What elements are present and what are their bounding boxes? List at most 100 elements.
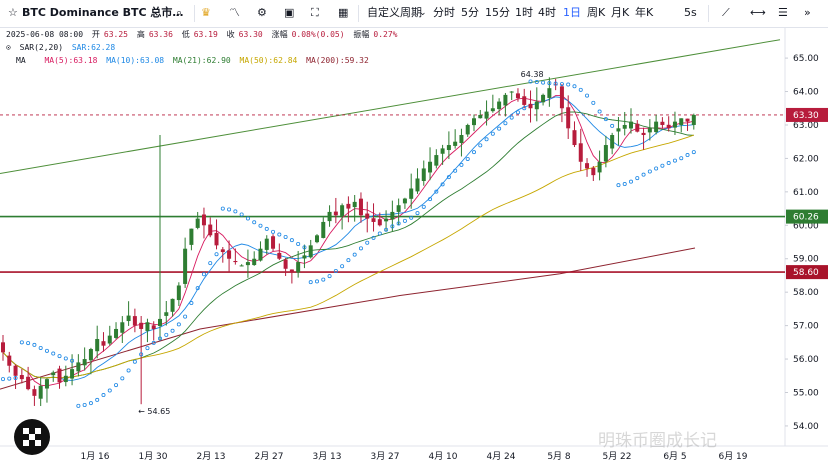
candle-body bbox=[629, 121, 633, 129]
sar-dot bbox=[340, 264, 345, 269]
chevron-down-icon[interactable]: ⌄ bbox=[419, 8, 427, 18]
interval-1[interactable]: 5分 bbox=[461, 6, 479, 19]
interval-8[interactable]: 年K bbox=[635, 6, 654, 19]
candle-body bbox=[44, 379, 49, 389]
toolbar: ☆ BTC Dominance BTC 总市… ⌕ ♛ 〽 ⚙ ▣ ⛶ ▦ 自定… bbox=[0, 0, 828, 28]
sar-dot bbox=[44, 348, 49, 353]
candle-body bbox=[245, 262, 250, 266]
more-icon[interactable]: » bbox=[804, 6, 811, 19]
ma-name: MA bbox=[16, 56, 26, 65]
timeframe-menu[interactable]: 自定义周期 bbox=[367, 6, 422, 19]
interval-2[interactable]: 15分 bbox=[485, 6, 510, 19]
x-tick-label: 5月 8 bbox=[547, 451, 571, 462]
sar-dot bbox=[264, 226, 269, 231]
candle-body bbox=[428, 161, 433, 173]
trendline-upper bbox=[0, 39, 781, 174]
sar-dot bbox=[497, 126, 502, 131]
sar-dot bbox=[666, 161, 671, 166]
sar-dot bbox=[503, 121, 508, 126]
candle-body bbox=[503, 94, 508, 106]
sar-dot bbox=[578, 87, 583, 92]
interval-3[interactable]: 1时 bbox=[515, 6, 533, 19]
sar-dot bbox=[271, 229, 276, 234]
price-chart[interactable]: 54.00 55.00 56.00 57.00 58.00 59.00 60.00 61.00… bbox=[0, 28, 828, 464]
sar-dot bbox=[585, 93, 590, 98]
interval-0[interactable]: 分时 bbox=[433, 6, 455, 19]
candle-body bbox=[541, 94, 546, 103]
sar-collapse-icon[interactable]: ⊙ bbox=[6, 43, 11, 52]
candle-body bbox=[239, 265, 244, 267]
drawing-tools-icon[interactable]: ☰ bbox=[778, 6, 788, 19]
sar-dot bbox=[170, 328, 175, 333]
candle-body bbox=[484, 111, 489, 119]
symbol-name[interactable]: BTC Dominance BTC 总市… bbox=[22, 6, 184, 19]
candle-body bbox=[591, 167, 596, 176]
x-tick-label: 3月 27 bbox=[370, 451, 399, 462]
indicators-icon[interactable]: 〽 bbox=[229, 6, 240, 19]
candle-body bbox=[252, 258, 257, 266]
sar-dot bbox=[453, 168, 458, 173]
sar-dot bbox=[32, 342, 37, 347]
x-tick-label: 2月 13 bbox=[196, 451, 225, 462]
sar-dot bbox=[13, 376, 18, 381]
candle-body bbox=[120, 322, 125, 333]
interval-4[interactable]: 4时 bbox=[538, 6, 556, 19]
low-label: 低 bbox=[181, 30, 190, 39]
y-tick-label: 54.00 bbox=[793, 422, 819, 432]
candle-body bbox=[114, 328, 119, 338]
x-tick-label: 6月 19 bbox=[718, 451, 747, 462]
fullscreen-icon[interactable]: ⛶ bbox=[311, 6, 319, 19]
sar-dot bbox=[547, 81, 552, 86]
ma5-line bbox=[2, 95, 694, 387]
candle-body bbox=[572, 130, 577, 146]
sar-dot bbox=[654, 166, 659, 171]
interval-6[interactable]: 周K bbox=[587, 6, 606, 19]
sar-dot bbox=[38, 345, 43, 350]
favorite-star-icon[interactable]: ☆ bbox=[8, 6, 18, 19]
layout-icon[interactable]: ▦ bbox=[338, 6, 349, 19]
price-label-box bbox=[786, 107, 828, 122]
search-icon[interactable]: ⌕ bbox=[176, 6, 183, 19]
sar-dot bbox=[402, 218, 407, 223]
sar-dot bbox=[534, 80, 539, 85]
interval-7[interactable]: 月K bbox=[611, 6, 630, 19]
sar-dot bbox=[440, 182, 445, 187]
sar-dot bbox=[691, 150, 696, 155]
sar-dot bbox=[57, 354, 62, 359]
candle-body bbox=[528, 103, 533, 109]
settings-gear-icon[interactable]: ⚙ bbox=[257, 6, 267, 19]
candle-body bbox=[666, 124, 671, 129]
sar-dot bbox=[302, 245, 307, 250]
ma-200: MA(200):59.32 bbox=[306, 56, 369, 65]
high-label: 高 bbox=[136, 30, 145, 39]
candle-body bbox=[38, 385, 43, 399]
sar-dot bbox=[346, 258, 351, 263]
trendline-tool-icon[interactable]: ⟋ bbox=[722, 6, 730, 19]
crown-icon[interactable]: ♛ bbox=[201, 6, 211, 19]
price-label-box bbox=[786, 209, 828, 224]
candle-body bbox=[321, 221, 326, 238]
candle-body bbox=[26, 376, 31, 390]
candle-body bbox=[264, 238, 269, 250]
candle-body bbox=[446, 145, 451, 151]
sar-dot bbox=[145, 346, 150, 351]
sar-dot bbox=[76, 403, 81, 408]
ma50-line bbox=[2, 134, 694, 379]
candle-body bbox=[107, 335, 112, 344]
right-interval[interactable]: 5s bbox=[684, 6, 697, 19]
horizontal-line-icon[interactable]: ⟷ bbox=[750, 6, 766, 19]
interval-5[interactable]: 1日 bbox=[563, 6, 581, 19]
candle-body bbox=[434, 155, 439, 166]
candle-body bbox=[472, 118, 476, 126]
sar-dot bbox=[258, 223, 263, 228]
sar-value: SAR:62.28 bbox=[71, 43, 116, 52]
candle-body bbox=[57, 368, 62, 383]
sar-dot bbox=[95, 397, 100, 402]
candle-body bbox=[32, 389, 37, 396]
ma-21: MA(21):62.90 bbox=[172, 56, 231, 65]
candle-body bbox=[497, 101, 502, 110]
sar-dot bbox=[421, 204, 426, 209]
camera-icon[interactable]: ▣ bbox=[284, 6, 295, 19]
watermark-text: 明珠币圈成长记 bbox=[598, 431, 717, 451]
